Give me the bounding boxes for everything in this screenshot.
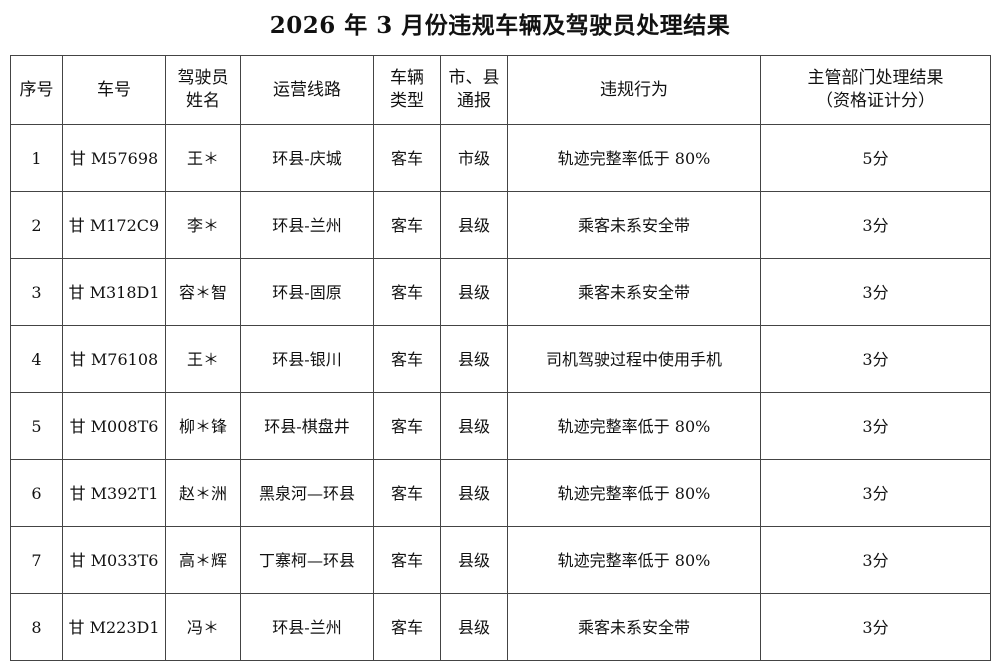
header-label: 市、县通报	[448, 68, 500, 111]
col-violation-cell: 乘客未系安全带	[507, 593, 761, 661]
col-result-header: 主管部门处理结果 （资格证计分）	[760, 55, 991, 125]
col-result-cell: 3分	[760, 392, 991, 460]
col-driver-cell: 柳＊锋	[165, 392, 241, 460]
col-level-cell: 县级	[440, 191, 508, 259]
header-row: 序号 车号 驾驶员姓名 运营线路 车辆类型 市、县通报 违规行为 主管部门处理结果 （资格证计分…	[10, 55, 991, 125]
header-line: 序号	[19, 79, 54, 100]
header-line: 运营线路	[273, 79, 341, 100]
col-violation-cell: 司机驾驶过程中使用手机	[507, 325, 761, 393]
col-no-cell: 5	[10, 392, 63, 460]
col-route-cell: 黑泉河—环县	[240, 459, 374, 527]
header-label: 车辆类型	[390, 68, 424, 111]
col-type-cell: 客车	[373, 191, 441, 259]
col-no-header: 序号	[10, 55, 63, 125]
col-violation-cell: 乘客未系安全带	[507, 191, 761, 259]
col-violation-cell: 轨迹完整率低于 80%	[507, 526, 761, 594]
col-route-cell: 环县-棋盘井	[240, 392, 374, 460]
col-result-cell: 3分	[760, 191, 991, 259]
col-route-cell: 环县-银川	[240, 325, 374, 393]
header-line: 车号	[97, 79, 131, 100]
col-no-cell: 8	[10, 593, 63, 661]
col-type-cell: 客车	[373, 593, 441, 661]
col-type-cell: 客车	[373, 526, 441, 594]
col-level-cell: 县级	[440, 392, 508, 460]
col-violation-header: 违规行为	[507, 55, 761, 125]
col-result-cell: 3分	[760, 258, 991, 326]
col-violation-cell: 轨迹完整率低于 80%	[507, 124, 761, 192]
col-route-cell: 环县-固原	[240, 258, 374, 326]
col-no-cell: 2	[10, 191, 63, 259]
col-level-cell: 县级	[440, 325, 508, 393]
col-driver-cell: 高＊辉	[165, 526, 241, 594]
col-plate-cell: 甘 M008T6	[62, 392, 166, 460]
col-driver-header: 驾驶员姓名	[165, 55, 241, 125]
col-plate-cell: 甘 M76108	[62, 325, 166, 393]
col-violation-cell: 轨迹完整率低于 80%	[507, 459, 761, 527]
col-route-cell: 丁寨柯—环县	[240, 526, 374, 594]
col-level-cell: 县级	[440, 526, 508, 594]
col-type-cell: 客车	[373, 459, 441, 527]
col-no-cell: 4	[10, 325, 63, 393]
col-result-cell: 3分	[760, 526, 991, 594]
col-level-cell: 市级	[440, 124, 508, 192]
col-type-cell: 客车	[373, 258, 441, 326]
col-type-header: 车辆类型	[373, 55, 441, 125]
col-level-header: 市、县通报	[440, 55, 508, 125]
page-title: 2026 年 3 月份违规车辆及驾驶员处理结果	[269, 12, 731, 39]
col-route-cell: 环县-兰州	[240, 191, 374, 259]
col-level-cell: 县级	[440, 258, 508, 326]
col-type-cell: 客车	[373, 124, 441, 192]
col-level-cell: 县级	[440, 459, 508, 527]
col-driver-cell: 李＊	[165, 191, 241, 259]
col-driver-cell: 王＊	[165, 124, 241, 192]
col-plate-header: 车号	[62, 55, 166, 125]
col-plate-cell: 甘 M318D1	[62, 258, 166, 326]
header-line: （资格证计分）	[816, 91, 935, 111]
col-result-cell: 3分	[760, 459, 991, 527]
col-route-cell: 环县-兰州	[240, 593, 374, 661]
col-violation-cell: 轨迹完整率低于 80%	[507, 392, 761, 460]
col-driver-cell: 容＊智	[165, 258, 241, 326]
col-result-cell: 3分	[760, 325, 991, 393]
col-driver-cell: 冯＊	[165, 593, 241, 661]
col-no-cell: 6	[10, 459, 63, 527]
col-type-cell: 客车	[373, 392, 441, 460]
col-plate-cell: 甘 M392T1	[62, 459, 166, 527]
col-driver-cell: 王＊	[165, 325, 241, 393]
col-violation-cell: 乘客未系安全带	[507, 258, 761, 326]
col-route-header: 运营线路	[240, 55, 374, 125]
col-result-cell: 3分	[760, 593, 991, 661]
header-label: 驾驶员姓名	[177, 68, 229, 111]
col-level-cell: 县级	[440, 593, 508, 661]
col-plate-cell: 甘 M223D1	[62, 593, 166, 661]
col-plate-cell: 甘 M172C9	[62, 191, 166, 259]
col-type-cell: 客车	[373, 325, 441, 393]
col-route-cell: 环县-庆城	[240, 124, 374, 192]
col-no-cell: 7	[10, 526, 63, 594]
col-plate-cell: 甘 M57698	[62, 124, 166, 192]
col-plate-cell: 甘 M033T6	[62, 526, 166, 594]
violation-table: 序号 车号 驾驶员姓名 运营线路 车辆类型 市、县通报 违规行为 主管部门处理结果 （资格证计分…	[10, 55, 991, 661]
col-no-cell: 3	[10, 258, 63, 326]
col-result-cell: 5分	[760, 124, 991, 192]
col-no-cell: 1	[10, 124, 63, 192]
header-line: 违规行为	[600, 79, 668, 100]
header-line: 主管部门处理结果	[807, 68, 944, 88]
col-driver-cell: 赵＊洲	[165, 459, 241, 527]
